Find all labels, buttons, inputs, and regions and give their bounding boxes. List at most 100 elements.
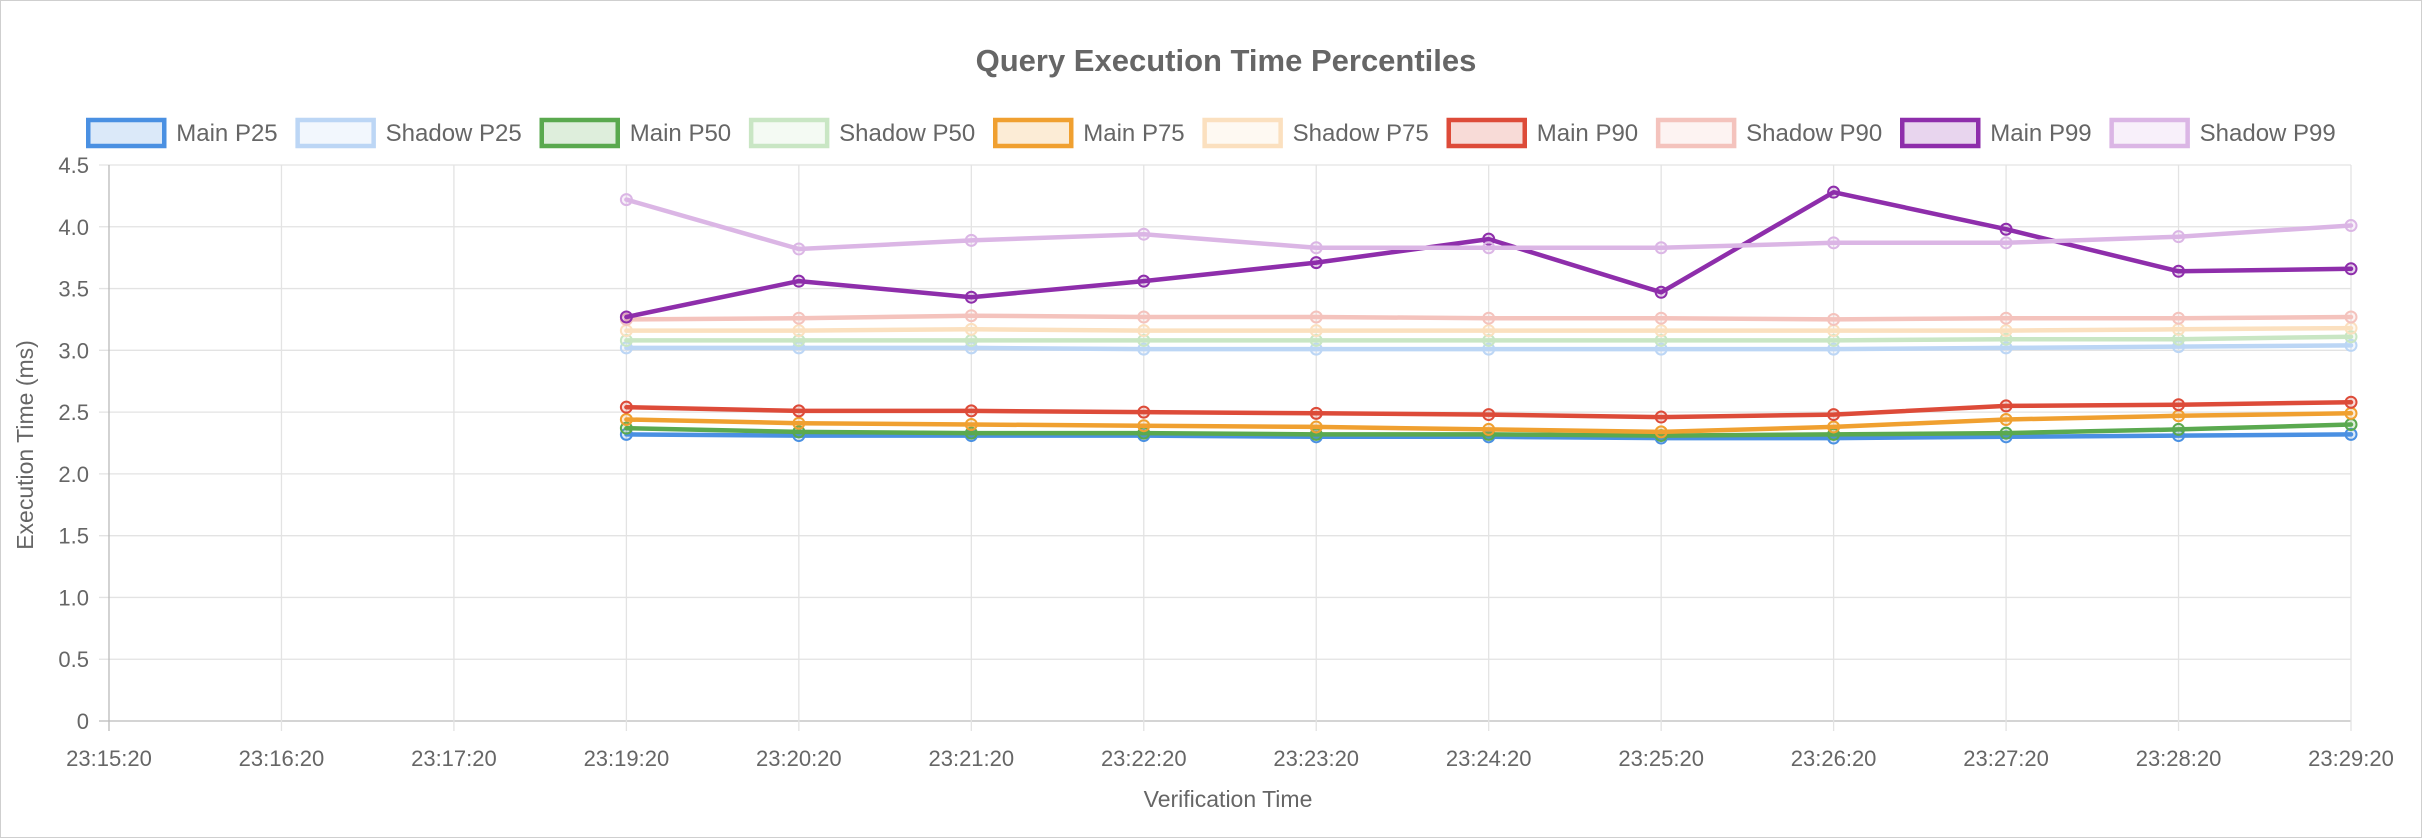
- data-point: [2172, 332, 2186, 346]
- y-tick-label: 3.5: [58, 277, 89, 302]
- data-point: [1482, 241, 1496, 255]
- data-point: [619, 193, 633, 207]
- data-point: [2344, 330, 2358, 344]
- data-point: [1999, 311, 2013, 325]
- legend-label: Shadow P25: [386, 120, 522, 147]
- data-point: [2172, 422, 2186, 436]
- data-point: [1999, 399, 2013, 413]
- data-point: [1482, 422, 1496, 436]
- data-point: [2344, 338, 2358, 352]
- legend-label: Main P99: [1990, 120, 2091, 147]
- data-point: [964, 417, 978, 431]
- data-point: [2172, 230, 2186, 244]
- data-point: [1137, 310, 1151, 324]
- data-point: [1309, 310, 1323, 324]
- data-point: [619, 400, 633, 414]
- data-point: [1137, 342, 1151, 356]
- legend-label: Main P90: [1537, 120, 1638, 147]
- data-point: [1999, 413, 2013, 427]
- series-shadow-p25: [619, 338, 2358, 356]
- data-point: [1309, 324, 1323, 338]
- data-point: [1654, 311, 1668, 325]
- series-line: [624, 313, 2354, 322]
- data-point: [1482, 333, 1496, 347]
- x-tick-label: 23:24:20: [1446, 746, 1532, 771]
- data-point: [1654, 285, 1668, 299]
- legend-swatch: [1202, 117, 1283, 149]
- legend-item: Shadow P90: [1655, 117, 1882, 149]
- series-line: [624, 197, 2354, 252]
- data-point: [964, 426, 978, 440]
- legend-swatch: [2109, 117, 2190, 149]
- data-point: [1827, 312, 1841, 326]
- data-point: [964, 322, 978, 336]
- data-point: [792, 416, 806, 430]
- data-point: [1137, 274, 1151, 288]
- data-point: [1137, 324, 1151, 338]
- legend-swatch: [1446, 117, 1527, 149]
- data-point: [1309, 333, 1323, 347]
- series-shadow-p50: [619, 330, 2358, 347]
- legend-item: Shadow P50: [748, 117, 975, 149]
- data-point: [1482, 324, 1496, 338]
- series-main-p99: [619, 185, 2358, 324]
- data-point: [619, 333, 633, 347]
- x-tick-label: 23:17:20: [411, 746, 497, 771]
- data-point: [1654, 241, 1668, 255]
- series-line: [624, 334, 2354, 343]
- series-shadow-p99: [619, 193, 2358, 256]
- data-point: [2172, 409, 2186, 423]
- legend-swatch: [1900, 117, 1981, 149]
- x-tick-label: 23:27:20: [1963, 746, 2049, 771]
- y-tick-label: 0.5: [58, 647, 89, 672]
- series-main-p75: [619, 406, 2358, 439]
- legend-swatch: [539, 117, 620, 149]
- data-point: [619, 310, 633, 324]
- data-point: [1137, 333, 1151, 347]
- data-point: [2172, 398, 2186, 412]
- data-point: [1654, 425, 1668, 439]
- x-tick-label: 23:28:20: [2136, 746, 2222, 771]
- series-main-p90: [619, 395, 2358, 424]
- data-point: [792, 333, 806, 347]
- data-point: [1137, 227, 1151, 241]
- data-point: [1309, 342, 1323, 356]
- legend-label: Main P25: [176, 120, 277, 147]
- data-point: [2172, 311, 2186, 325]
- legend-label: Shadow P75: [1293, 120, 1429, 147]
- data-point: [1827, 342, 1841, 356]
- data-point: [2344, 406, 2358, 420]
- grid: [99, 164, 2352, 731]
- x-tick-label: 23:25:20: [1618, 746, 1704, 771]
- data-point: [619, 413, 633, 427]
- legend-item: Shadow P25: [295, 117, 522, 149]
- data-point: [1482, 342, 1496, 356]
- data-point: [1999, 341, 2013, 355]
- data-point: [792, 242, 806, 256]
- data-point: [1999, 236, 2013, 250]
- data-point: [1999, 426, 2013, 440]
- legend-label: Shadow P99: [2200, 120, 2336, 147]
- x-tick-label: 23:19:20: [584, 746, 670, 771]
- data-point: [1827, 185, 1841, 199]
- series-layer: [619, 185, 2358, 445]
- x-tick-label: 23:20:20: [756, 746, 842, 771]
- data-point: [1654, 342, 1668, 356]
- legend-swatch: [295, 117, 376, 149]
- data-point: [1827, 236, 1841, 250]
- data-point: [1999, 222, 2013, 236]
- x-tick-label: 23:29:20: [2308, 746, 2394, 771]
- data-point: [2344, 395, 2358, 409]
- x-tick-label: 23:22:20: [1101, 746, 1187, 771]
- data-point: [1137, 419, 1151, 433]
- data-point: [2344, 219, 2358, 233]
- data-point: [2172, 264, 2186, 278]
- data-point: [2344, 262, 2358, 276]
- legend-item: Main P50: [539, 117, 731, 149]
- y-tick-label: 4.5: [58, 153, 89, 178]
- data-point: [619, 421, 633, 435]
- data-point: [1999, 324, 2013, 338]
- data-point: [2344, 417, 2358, 431]
- data-point: [1654, 410, 1668, 424]
